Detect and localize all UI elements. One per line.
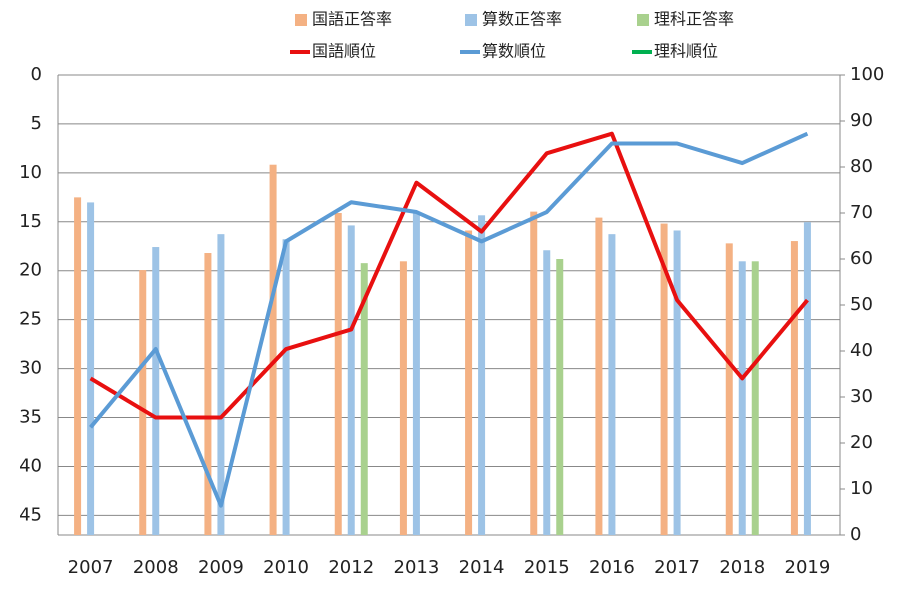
y2-tick-label: 90: [850, 110, 873, 131]
bar: [465, 230, 473, 536]
bar: [282, 239, 290, 535]
x-tick-label: 2008: [133, 557, 179, 578]
bar: [360, 263, 368, 535]
bar: [725, 243, 733, 536]
x-tick-label: 2016: [589, 557, 635, 578]
x-tick-label: 2015: [524, 557, 570, 578]
y-tick-label: 35: [19, 407, 42, 428]
y-tick-label: 0: [31, 64, 42, 85]
legend-label: 算数順位: [482, 42, 546, 61]
y2-tick-label: 70: [850, 202, 873, 223]
y-tick-label: 30: [19, 358, 42, 379]
legend-swatch: [465, 14, 477, 26]
y2-tick-label: 40: [850, 340, 873, 361]
x-tick-label: 2014: [459, 557, 505, 578]
y2-tick-label: 0: [850, 524, 861, 545]
y-tick-label: 15: [19, 211, 42, 232]
y-tick-label: 25: [19, 309, 42, 330]
x-tick-label: 2010: [263, 557, 309, 578]
bar: [139, 270, 147, 535]
bar: [751, 261, 759, 535]
y-tick-label: 10: [19, 162, 42, 183]
legend-label: 算数正答率: [482, 10, 562, 29]
x-tick-label: 2019: [785, 557, 831, 578]
y2-tick-label: 60: [850, 248, 873, 269]
bar: [152, 247, 160, 536]
x-tick-label: 2009: [198, 557, 244, 578]
bar: [204, 253, 212, 535]
bar: [530, 211, 538, 535]
line: [89, 131, 809, 420]
legend-label: 国語順位: [312, 42, 376, 61]
legend-swatch: [637, 14, 649, 26]
bar: [595, 217, 603, 535]
x-tick-label: 2018: [719, 557, 765, 578]
bar: [673, 230, 681, 536]
bar: [556, 259, 564, 535]
legend-label: 理科正答率: [654, 10, 734, 29]
y-tick-label: 45: [19, 504, 42, 525]
y2-tick-label: 30: [850, 386, 873, 407]
y2-tick-label: 100: [850, 64, 884, 85]
legend-swatch: [295, 14, 307, 26]
y-tick-label: 20: [19, 260, 42, 281]
bar: [608, 234, 616, 535]
line: [89, 131, 809, 508]
y2-tick-label: 20: [850, 432, 873, 453]
bar: [543, 250, 551, 535]
legend-label: 理科順位: [654, 42, 718, 61]
bar: [660, 223, 668, 535]
y2-tick-label: 80: [850, 156, 873, 177]
x-tick-label: 2013: [394, 557, 440, 578]
x-tick-label: 2017: [654, 557, 700, 578]
x-tick-label: 2007: [68, 557, 114, 578]
bar: [217, 234, 225, 535]
bar: [790, 241, 798, 535]
legend-label: 国語正答率: [312, 10, 392, 29]
bar: [399, 261, 407, 535]
y-tick-label: 5: [31, 113, 42, 134]
bar: [347, 225, 355, 536]
bar: [412, 212, 420, 536]
y2-tick-label: 10: [850, 478, 873, 499]
bar: [478, 215, 486, 536]
y2-tick-label: 50: [850, 294, 873, 315]
y-tick-label: 40: [19, 455, 42, 476]
x-tick-label: 2012: [328, 557, 374, 578]
bar: [803, 222, 811, 535]
bar: [334, 213, 342, 535]
bar: [87, 202, 95, 536]
bar: [738, 261, 746, 535]
bar: [269, 164, 277, 535]
bar: [74, 197, 82, 536]
